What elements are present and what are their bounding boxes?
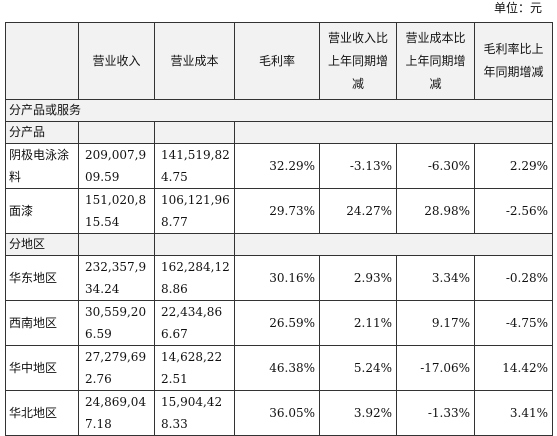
- row-margin: 32.29%: [234, 143, 320, 189]
- section-row-by-product: 分产品: [5, 121, 553, 144]
- row-revenue: 24,869,047.18: [78, 390, 155, 436]
- row-name: 阴极电泳涂料: [5, 143, 79, 189]
- row-margin-change: -2.56%: [474, 188, 553, 234]
- row-margin: 29.73%: [234, 188, 320, 234]
- row-cost: 14,628,222.51: [154, 345, 235, 391]
- row-margin-change: -4.75%: [474, 300, 553, 346]
- row-revenue-change: 2.93%: [319, 255, 397, 301]
- table-row: 华东地区 232,357,934.24 162,284,128.86 30.16…: [5, 255, 553, 301]
- row-revenue-change: -3.13%: [319, 143, 397, 189]
- header-revenue: 营业收入: [78, 22, 155, 100]
- section-empty-cell: [234, 121, 553, 144]
- section-empty-cell: [78, 121, 155, 144]
- section-empty-cell: [154, 121, 235, 144]
- row-cost-change: 9.17%: [396, 300, 475, 346]
- row-name: 面漆: [5, 188, 79, 234]
- section-empty-cell: [234, 233, 553, 256]
- table-row: 西南地区 30,559,206.59 22,434,866.67 26.59% …: [5, 300, 553, 346]
- row-cost: 106,121,968.77: [154, 188, 235, 234]
- unit-note: 单位：元: [493, 1, 542, 15]
- row-revenue: 232,357,934.24: [78, 255, 155, 301]
- table-row: 阴极电泳涂料 209,007,909.59 141,519,824.75 32.…: [5, 143, 553, 189]
- row-name: 华中地区: [5, 345, 79, 391]
- row-cost: 15,904,428.33: [154, 390, 235, 436]
- header-cost-change: 营业成本比上年同期增减: [396, 22, 475, 100]
- row-revenue-change: 24.27%: [319, 188, 397, 234]
- header-row: 营业收入 营业成本 毛利率 营业收入比上年同期增减 营业成本比上年同期增减 毛利…: [5, 22, 553, 100]
- row-margin: 26.59%: [234, 300, 320, 346]
- header-margin: 毛利率: [234, 22, 320, 100]
- row-margin-change: 14.42%: [474, 345, 553, 391]
- row-revenue-change: 3.92%: [319, 390, 397, 436]
- row-margin: 36.05%: [234, 390, 320, 436]
- row-cost-change: 3.34%: [396, 255, 475, 301]
- row-margin-change: 3.41%: [474, 390, 553, 436]
- revenue-cost-table: 营业收入 营业成本 毛利率 营业收入比上年同期增减 营业成本比上年同期增减 毛利…: [5, 22, 553, 436]
- row-name: 华东地区: [5, 255, 79, 301]
- row-name: 华北地区: [5, 390, 79, 436]
- row-revenue: 30,559,206.59: [78, 300, 155, 346]
- header-margin-change: 毛利率比上年同期增减: [474, 22, 553, 100]
- section-label-by-region: 分地区: [5, 233, 79, 256]
- table-row: 华中地区 27,279,692.76 14,628,222.51 46.38% …: [5, 345, 553, 391]
- table-row: 华北地区 24,869,047.18 15,904,428.33 36.05% …: [5, 390, 553, 436]
- header-revenue-change: 营业收入比上年同期增减: [319, 22, 397, 100]
- row-cost: 162,284,128.86: [154, 255, 235, 301]
- row-cost: 141,519,824.75: [154, 143, 235, 189]
- row-cost-change: -1.33%: [396, 390, 475, 436]
- row-revenue-change: 2.11%: [319, 300, 397, 346]
- row-revenue: 209,007,909.59: [78, 143, 155, 189]
- section-row-by-region: 分地区: [5, 233, 553, 256]
- section-row-product-or-service: 分产品或服务: [5, 99, 553, 122]
- row-revenue-change: 5.24%: [319, 345, 397, 391]
- table-row: 面漆 151,020,815.54 106,121,968.77 29.73% …: [5, 188, 553, 234]
- section-label-product-or-service: 分产品或服务: [5, 99, 553, 122]
- row-name: 西南地区: [5, 300, 79, 346]
- row-cost-change: -17.06%: [396, 345, 475, 391]
- row-revenue: 27,279,692.76: [78, 345, 155, 391]
- row-cost: 22,434,866.67: [154, 300, 235, 346]
- section-label-by-product: 分产品: [5, 121, 79, 144]
- row-revenue: 151,020,815.54: [78, 188, 155, 234]
- row-cost-change: -6.30%: [396, 143, 475, 189]
- section-empty-cell: [154, 233, 235, 256]
- row-margin: 30.16%: [234, 255, 320, 301]
- row-margin-change: 2.29%: [474, 143, 553, 189]
- section-empty-cell: [78, 233, 155, 256]
- row-cost-change: 28.98%: [396, 188, 475, 234]
- row-margin-change: -0.28%: [474, 255, 553, 301]
- header-cost: 营业成本: [154, 22, 235, 100]
- row-margin: 46.38%: [234, 345, 320, 391]
- header-blank: [5, 22, 79, 100]
